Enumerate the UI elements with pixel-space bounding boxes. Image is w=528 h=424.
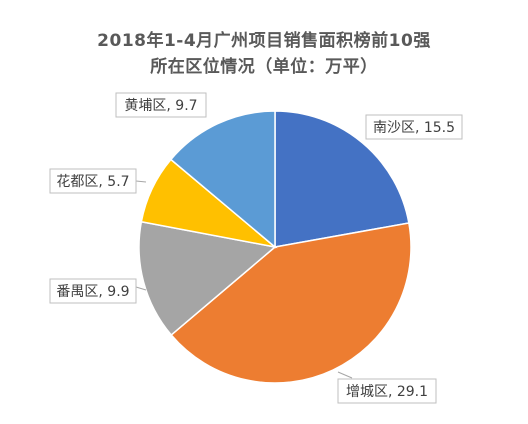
chart-title-line-2: 所在区位情况（单位：万平） [150,57,378,77]
data-label-2: 增城区, 29.1 [337,378,437,404]
data-label-box [337,378,437,404]
data-label-text: 增城区, 29.1 [346,384,428,400]
data-label-text: 番禺区, 9.9 [56,284,129,300]
data-label-text: 黄埔区, 9.7 [124,97,197,114]
data-label-4: 花都区, 5.7 [49,168,137,194]
data-label-1: 南沙区, 15.5 [365,114,463,140]
pie-slice-3 [138,220,277,337]
leader-line-2 [337,371,353,379]
pie-slice-2 [170,222,412,384]
data-label-3: 番禺区, 9.9 [49,278,137,304]
data-label-5: 黄埔区, 9.7 [115,92,207,118]
data-label-box [49,278,137,304]
data-label-box [49,168,137,194]
data-label-box [365,114,463,140]
data-label-text: 南沙区, 15.5 [373,120,455,136]
leader-line-3 [135,286,147,291]
chart-title-line-1: 2018年1-4月广州项目销售面积榜前10强 [97,31,431,51]
pie-slice-5 [169,110,276,249]
leader-line-4 [135,180,147,183]
data-label-text: 花都区, 5.7 [56,174,129,190]
data-label-box [115,92,207,118]
pie-slice-1 [274,110,410,248]
